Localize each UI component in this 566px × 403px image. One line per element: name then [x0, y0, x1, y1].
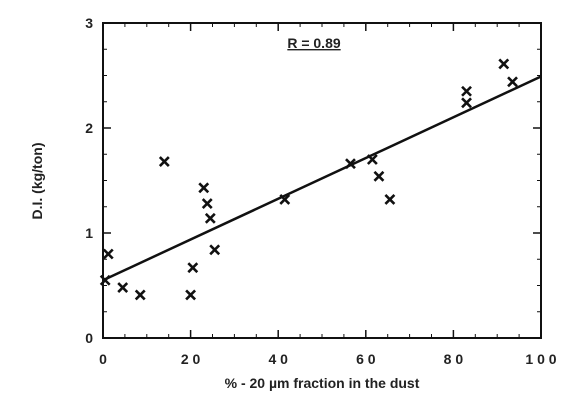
y-tick-label: 2 [85, 120, 93, 136]
x-axis-label: % - 20 µm fraction in the dust [225, 375, 420, 391]
marker-stroke [204, 212, 216, 224]
data-point [102, 248, 114, 260]
marker-stroke [345, 158, 356, 170]
marker-stroke [198, 182, 210, 194]
data-point [185, 289, 197, 301]
marker-stroke [209, 244, 221, 256]
data-point [209, 244, 221, 256]
marker-stroke [384, 193, 396, 205]
data-point [373, 170, 385, 182]
marker-stroke [498, 58, 510, 70]
marker-stroke [117, 282, 129, 294]
data-point [117, 282, 129, 294]
data-point [99, 274, 111, 286]
x-tick-label: 2 0 [181, 351, 201, 367]
correlation-annotation: R = 0.89 [287, 35, 341, 51]
x-tick-label: 8 0 [444, 351, 464, 367]
data-point [384, 193, 396, 205]
data-point [201, 198, 213, 210]
data-point [345, 158, 356, 170]
y-tick-label: 0 [85, 330, 93, 346]
plot-frame [102, 22, 542, 339]
marker-stroke [279, 193, 291, 205]
marker-stroke [99, 274, 111, 286]
data-point [279, 193, 291, 205]
data-point [461, 97, 472, 109]
data-point [187, 262, 199, 274]
y-tick-label: 3 [85, 15, 93, 31]
x-tick-label: 0 [99, 351, 107, 367]
y-tick-label: 1 [85, 225, 93, 241]
data-point [366, 154, 378, 165]
marker-stroke [507, 76, 518, 88]
x-tick-labels: 0 2 0 4 0 6 0 8 0 1 0 0 [99, 351, 557, 367]
data-point [158, 156, 170, 168]
marker-stroke [461, 97, 472, 109]
y-axis-label: D.I. (kg/ton) [29, 143, 45, 220]
data-point [498, 58, 510, 70]
data-point [461, 85, 472, 97]
axis-ticks [102, 22, 542, 339]
x-tick-label: 6 0 [356, 351, 376, 367]
x-tick-label: 4 0 [268, 351, 288, 367]
data-point [507, 76, 518, 88]
marker-stroke [185, 289, 197, 301]
y-tick-labels: 0 1 2 3 [85, 15, 93, 346]
data-point [204, 212, 216, 224]
data-point [198, 182, 210, 194]
marker-stroke [373, 170, 385, 182]
x-tick-label: 1 0 0 [525, 351, 556, 367]
data-points [99, 58, 518, 301]
marker-stroke [461, 85, 472, 97]
marker-stroke [187, 262, 199, 274]
marker-stroke [201, 198, 213, 210]
marker-stroke [158, 156, 170, 168]
regression-line [102, 75, 542, 282]
marker-stroke [134, 289, 146, 301]
data-point [134, 289, 146, 301]
marker-stroke [102, 248, 114, 260]
marker-stroke [366, 154, 378, 165]
